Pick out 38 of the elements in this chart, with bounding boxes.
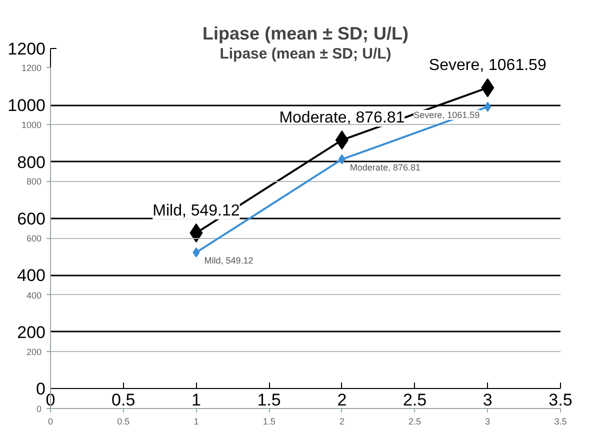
y-tick-label: 600 [26,234,42,244]
data-label: Severe, 1061.59 [428,57,546,74]
data-label: Moderate, 876.81 [350,162,420,172]
x-tick-label: 3.5 [554,416,567,426]
x-tick-label: 2 [339,416,344,426]
x-tick-label: 3 [482,390,492,410]
data-label: Severe, 1061.59 [414,110,480,120]
y-tick-label: 1000 [21,120,42,130]
data-label: Mild, 549.12 [204,255,254,266]
x-tick-label: 0.5 [112,390,136,410]
point [192,247,200,258]
x-tick-label: 3 [485,416,490,426]
x-tick-label: 1.5 [262,416,276,426]
y-tick-label: 1200 [8,40,46,58]
y-tick-label: 800 [26,176,42,187]
y-tick-label: 600 [17,210,46,228]
x-tick-label: 1.5 [257,390,281,410]
y-tick-label: 400 [26,290,42,300]
chart-title: Lipase (mean ± SD; U/L) [220,46,392,62]
x-tick-label: 0.5 [117,416,130,426]
point [484,102,492,112]
x-tick-label: 2.5 [408,416,422,426]
x-tick-label: 2 [337,390,347,410]
y-tick-label: 200 [17,322,46,342]
point [338,154,346,164]
x-tick-label: 1 [191,390,201,410]
x-tick-label: 0 [48,416,54,426]
y-tick-label: 200 [26,347,42,358]
data-label: Moderate, 876.81 [279,110,405,127]
x-tick-label: 3.5 [548,390,572,410]
x-tick-label: 2.5 [402,390,427,410]
x-tick-label: 1 [194,416,199,426]
data-label: Mild, 549.12 [152,202,240,220]
y-tick-label: 800 [17,152,46,172]
chart-title: Lipase (mean ± SD; U/L) [202,24,408,44]
y-tick-label: 1000 [8,96,46,116]
y-tick-label: 1200 [21,63,42,73]
y-tick-label: 400 [17,266,46,286]
